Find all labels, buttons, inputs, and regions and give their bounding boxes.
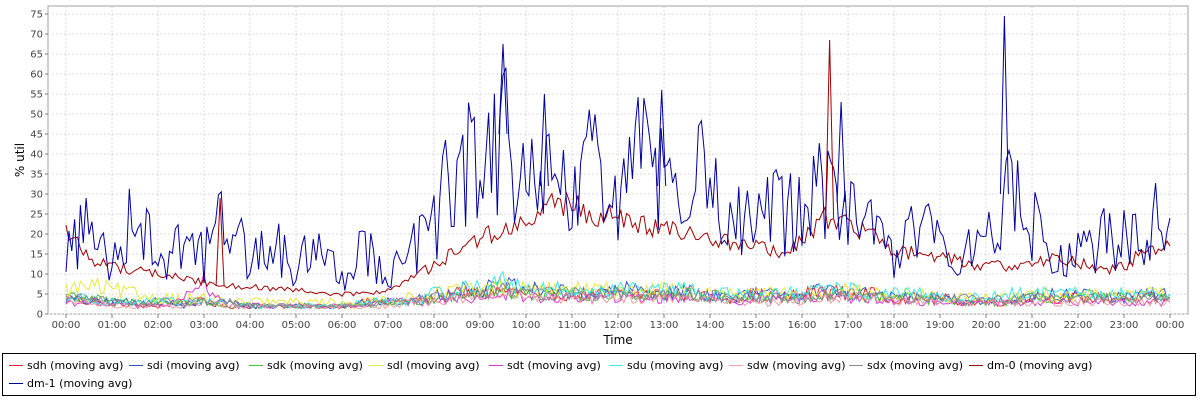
y-tick-label: 75 <box>30 10 43 21</box>
legend-item: sdh (moving avg) <box>9 359 123 373</box>
x-tick-label: 00:00 <box>52 320 81 331</box>
legend-item: dm-0 (moving avg) <box>969 359 1092 373</box>
y-tick-label: 10 <box>30 270 43 281</box>
x-tick-label: 05:00 <box>282 320 311 331</box>
legend-item: sdi (moving avg) <box>129 359 240 373</box>
legend-item: sdk (moving avg) <box>249 359 363 373</box>
series-line <box>65 192 1171 298</box>
series-spike <box>999 15 1009 195</box>
legend: sdh (moving avg) sdi (moving avg) sdk (mov… <box>2 353 1196 396</box>
y-tick-label: 55 <box>30 90 43 101</box>
x-tick-label: 02:00 <box>144 320 173 331</box>
y-tick-label: 35 <box>30 170 43 181</box>
series-spike <box>836 101 846 203</box>
legend-label: sdx (moving avg) <box>867 359 963 372</box>
x-tick-label: 04:00 <box>236 320 265 331</box>
y-tick-label: 5 <box>37 290 43 301</box>
x-axis: 00:00 01:00 02:00 03:00 04:00 05:00 06:00 07:00… <box>52 314 1185 331</box>
x-tick-label: 07:00 <box>374 320 403 331</box>
x-tick-label: 19:00 <box>926 320 955 331</box>
x-tick-label: 09:00 <box>466 320 495 331</box>
legend-item: dm-1 (moving avg) <box>9 377 132 391</box>
legend-label: sdw (moving avg) <box>747 359 846 372</box>
x-tick-label: 13:00 <box>650 320 679 331</box>
legend-item: sdw (moving avg) <box>729 359 845 373</box>
legend-swatch <box>609 364 623 366</box>
legend-swatch <box>849 364 863 366</box>
x-tick-label: 15:00 <box>742 320 771 331</box>
x-tick-label: 08:00 <box>420 320 449 331</box>
series-spike <box>498 43 508 135</box>
series-spike <box>657 89 667 187</box>
legend-label: dm-0 (moving avg) <box>987 359 1093 372</box>
x-tick-label: 01:00 <box>98 320 127 331</box>
x-axis-label: Time <box>602 333 632 347</box>
y-tick-label: 70 <box>30 30 43 41</box>
x-tick-label: 23:00 <box>1110 320 1139 331</box>
legend-swatch <box>9 382 23 384</box>
x-tick-label: 12:00 <box>604 320 633 331</box>
legend-item: sdu (moving avg) <box>609 359 723 373</box>
legend-swatch <box>729 364 743 366</box>
x-tick-label: 17:00 <box>834 320 863 331</box>
legend-item: sdl (moving avg) <box>369 359 480 373</box>
series-lines <box>65 15 1171 310</box>
series-line <box>65 272 1171 310</box>
y-tick-label: 0 <box>37 310 43 321</box>
series-spike <box>539 93 549 187</box>
legend-label: sdi (moving avg) <box>147 359 240 372</box>
x-tick-label: 14:00 <box>696 320 725 331</box>
x-tick-label: 21:00 <box>1018 320 1047 331</box>
legend-swatch <box>129 364 143 366</box>
y-tick-label: 65 <box>30 50 43 61</box>
x-tick-label: 22:00 <box>1064 320 1093 331</box>
series-spike <box>215 197 225 287</box>
series-line <box>65 67 1171 291</box>
legend-label: dm-1 (moving avg) <box>27 377 133 390</box>
y-tick-label: 60 <box>30 70 43 81</box>
x-tick-label: 20:00 <box>972 320 1001 331</box>
x-tick-label: 03:00 <box>190 320 219 331</box>
x-tick-label: 18:00 <box>880 320 909 331</box>
legend-label: sdl (moving avg) <box>387 359 480 372</box>
x-tick-label: 06:00 <box>328 320 357 331</box>
legend-item: sdt (moving avg) <box>489 359 601 373</box>
legend-swatch <box>489 364 503 366</box>
legend-label: sdk (moving avg) <box>267 359 363 372</box>
legend-label: sdu (moving avg) <box>627 359 724 372</box>
y-tick-label: 40 <box>30 150 43 161</box>
y-tick-label: 25 <box>30 210 43 221</box>
legend-item: sdx (moving avg) <box>849 359 963 373</box>
x-tick-label: 11:00 <box>558 320 587 331</box>
y-tick-label: 50 <box>30 110 43 121</box>
legend-label: sdt (moving avg) <box>507 359 601 372</box>
x-tick-label: 00:00 <box>1156 320 1185 331</box>
y-tick-label: 20 <box>30 230 43 241</box>
y-tick-label: 45 <box>30 130 43 141</box>
y-tick-label: 30 <box>30 190 43 201</box>
legend-swatch <box>249 364 263 366</box>
legend-swatch <box>969 364 983 366</box>
series-spike <box>825 39 835 219</box>
y-tick-label: 15 <box>30 250 43 261</box>
y-axis: 0 5 10 15 20 25 30 35 40 45 50 55 60 65 70 75 <box>30 10 48 321</box>
chart-svg: 0 5 10 15 20 25 30 35 40 45 50 55 60 65 70 75 00:00 01:0… <box>13 5 1189 347</box>
x-tick-label: 10:00 <box>512 320 541 331</box>
x-tick-label: 16:00 <box>788 320 817 331</box>
legend-label: sdh (moving avg) <box>27 359 124 372</box>
legend-swatch <box>9 364 23 366</box>
legend-swatch <box>369 364 383 366</box>
y-axis-label: % util <box>13 143 27 177</box>
grid-lines <box>48 6 1188 315</box>
series-line <box>65 281 1171 310</box>
